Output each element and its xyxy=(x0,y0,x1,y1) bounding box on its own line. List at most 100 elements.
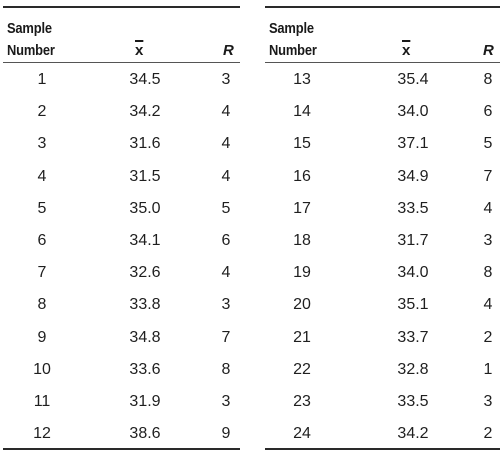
xbar-cell: 31.9 xyxy=(129,392,161,410)
bottom-rule xyxy=(265,448,500,450)
xbar-cell: 34.0 xyxy=(397,103,429,121)
table-row: 22 32.8 1 xyxy=(265,358,500,390)
range-cell: 3 xyxy=(483,231,493,249)
sample-number-cell: 3 xyxy=(37,135,47,153)
range-cell: 6 xyxy=(483,103,493,121)
range-cell: 2 xyxy=(483,328,493,346)
xbar-cell: 31.6 xyxy=(129,135,161,153)
sample-number-cell: 17 xyxy=(293,199,311,217)
sample-number-cell: 19 xyxy=(293,264,311,282)
range-cell: 3 xyxy=(483,392,493,410)
table-row: 17 33.5 4 xyxy=(265,197,500,229)
xbar-cell: 38.6 xyxy=(129,425,161,443)
bottom-rule xyxy=(3,448,240,450)
xbar-cell: 34.8 xyxy=(129,328,161,346)
header-sample-number: Sample Number xyxy=(269,18,317,62)
table-row: 16 34.9 7 xyxy=(265,165,500,197)
sample-number-cell: 11 xyxy=(33,392,51,410)
table-row: 3 31.6 4 xyxy=(3,132,240,164)
sample-number-cell: 12 xyxy=(33,425,51,443)
table-row: 4 31.5 4 xyxy=(3,165,240,197)
table-row: 18 31.7 3 xyxy=(265,229,500,261)
range-cell: 6 xyxy=(221,231,231,249)
sample-number-cell: 22 xyxy=(293,360,311,378)
header-rule xyxy=(3,62,240,63)
xbar-cell: 35.0 xyxy=(129,199,161,217)
xbar-cell: 33.5 xyxy=(397,392,429,410)
xbar-cell: 31.7 xyxy=(397,231,429,249)
xbar-cell: 34.1 xyxy=(129,231,161,249)
range-cell: 5 xyxy=(483,135,493,153)
xbar-cell: 32.8 xyxy=(397,360,429,378)
range-cell: 4 xyxy=(221,103,231,121)
sample-number-cell: 20 xyxy=(293,296,311,314)
range-cell: 4 xyxy=(221,264,231,282)
sample-number-cell: 10 xyxy=(33,360,51,378)
xbar-cell: 33.6 xyxy=(129,360,161,378)
header-sample-line1: Sample xyxy=(269,20,314,37)
table-row: 5 35.0 5 xyxy=(3,197,240,229)
table-row: 8 33.8 3 xyxy=(3,293,240,325)
sample-number-cell: 9 xyxy=(37,328,47,346)
table-row: 21 33.7 2 xyxy=(265,326,500,358)
sample-number-cell: 13 xyxy=(293,71,311,88)
table-row: 2 34.2 4 xyxy=(3,100,240,132)
top-rule xyxy=(3,6,240,8)
xbar-cell: 37.1 xyxy=(397,135,429,153)
header-rule xyxy=(265,62,500,63)
range-cell: 9 xyxy=(221,425,231,443)
header-sample-line2: Number xyxy=(7,42,55,59)
xbar-cell: 33.8 xyxy=(129,296,161,314)
sample-number-cell: 15 xyxy=(293,135,311,153)
sample-number-cell: 23 xyxy=(293,392,311,410)
header-xbar: x xyxy=(402,42,411,59)
range-cell: 4 xyxy=(483,296,493,314)
sample-number-cell: 14 xyxy=(293,103,311,121)
table-row: 13 35.4 8 xyxy=(265,68,500,100)
xbar-cell: 34.9 xyxy=(397,167,429,185)
table-row: 15 37.1 5 xyxy=(265,132,500,164)
range-cell: 4 xyxy=(221,135,231,153)
sample-number-cell: 6 xyxy=(37,231,47,249)
table-row: 9 34.8 7 xyxy=(3,326,240,358)
sample-number-cell: 8 xyxy=(37,296,47,314)
sample-number-cell: 16 xyxy=(293,167,311,185)
range-cell: 8 xyxy=(483,71,493,88)
table-header: Sample Number x R xyxy=(3,12,240,60)
table-row: 12 38.6 9 xyxy=(3,422,240,454)
sample-number-cell: 18 xyxy=(293,231,311,249)
xbar-cell: 31.5 xyxy=(129,167,161,185)
sample-number-cell: 21 xyxy=(293,328,311,346)
range-cell: 3 xyxy=(221,71,231,88)
range-cell: 3 xyxy=(221,296,231,314)
sample-number-cell: 7 xyxy=(37,264,47,282)
sample-number-cell: 1 xyxy=(37,71,47,88)
header-xbar: x xyxy=(135,42,144,59)
table-body-right: 13 35.4 8 14 34.0 6 15 37.1 5 16 34.9 7 17 33.5 4 18 31.… xyxy=(265,68,500,454)
range-cell: 1 xyxy=(483,360,493,378)
range-cell: 4 xyxy=(483,199,493,217)
xbar-cell: 34.0 xyxy=(397,264,429,282)
table-row: 10 33.6 8 xyxy=(3,358,240,390)
range-cell: 7 xyxy=(221,328,231,346)
header-sample-number: Sample Number xyxy=(7,18,55,62)
range-cell: 7 xyxy=(483,167,493,185)
header-sample-line1: Sample xyxy=(7,20,52,37)
table-header: Sample Number x R xyxy=(265,12,500,60)
table-row: 14 34.0 6 xyxy=(265,100,500,132)
xbar-cell: 35.1 xyxy=(397,296,429,314)
sample-number-cell: 2 xyxy=(37,103,47,121)
xbar-cell: 34.2 xyxy=(397,425,429,443)
xbar-cell: 33.7 xyxy=(397,328,429,346)
table-row: 24 34.2 2 xyxy=(265,422,500,454)
sample-number-cell: 5 xyxy=(37,199,47,217)
table-row: 23 33.5 3 xyxy=(265,390,500,422)
table-row: 20 35.1 4 xyxy=(265,293,500,325)
table-row: 7 32.6 4 xyxy=(3,261,240,293)
header-sample-line2: Number xyxy=(269,42,317,59)
table-row: 6 34.1 6 xyxy=(3,229,240,261)
range-cell: 3 xyxy=(221,392,231,410)
header-range: R xyxy=(223,42,234,59)
table-row: 19 34.0 8 xyxy=(265,261,500,293)
sample-number-cell: 4 xyxy=(37,167,47,185)
